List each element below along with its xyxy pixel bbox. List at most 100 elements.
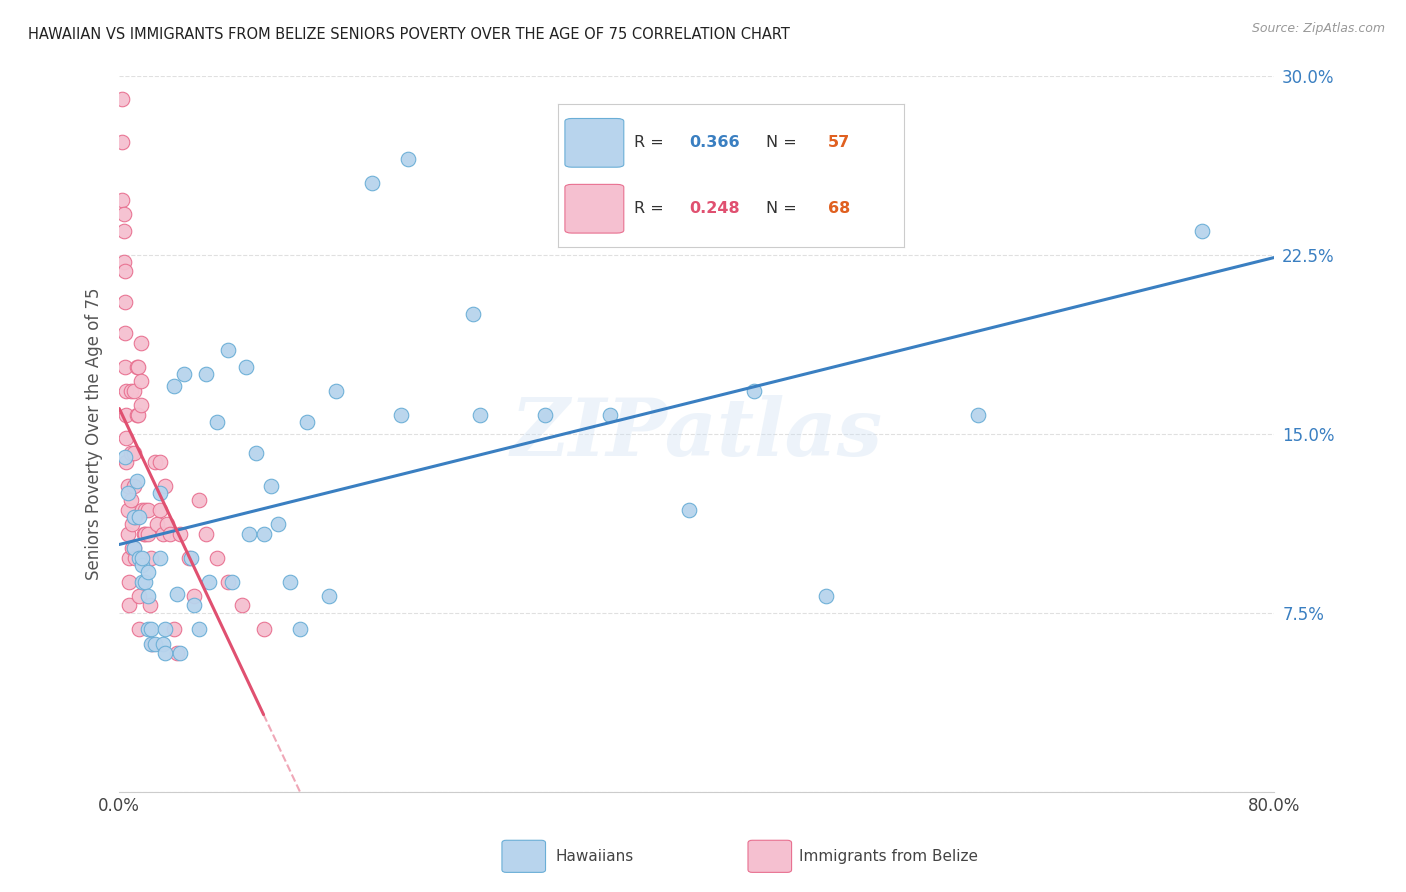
Point	[115, 431, 138, 445]
Point	[152, 527, 174, 541]
Point	[159, 527, 181, 541]
Point	[111, 136, 134, 150]
Text: HAWAIIAN VS IMMIGRANTS FROM BELIZE SENIORS POVERTY OVER THE AGE OF 75 CORRELATIO: HAWAIIAN VS IMMIGRANTS FROM BELIZE SENIO…	[28, 27, 790, 42]
Point	[207, 550, 229, 565]
Point	[139, 637, 162, 651]
Point	[125, 359, 148, 374]
Point	[136, 527, 159, 541]
Point	[389, 408, 412, 422]
Point	[194, 527, 217, 541]
Point	[221, 574, 243, 589]
Point	[149, 455, 172, 469]
Point	[967, 408, 990, 422]
Point	[112, 224, 135, 238]
Point	[122, 510, 145, 524]
Point	[114, 450, 136, 465]
Point	[235, 359, 257, 374]
Point	[146, 517, 169, 532]
Point	[134, 574, 156, 589]
Point	[136, 589, 159, 603]
Point	[120, 493, 142, 508]
Point	[114, 295, 136, 310]
Point	[325, 384, 347, 398]
Point	[197, 574, 219, 589]
Point	[131, 574, 153, 589]
Point	[461, 307, 484, 321]
Point	[134, 527, 156, 541]
Point	[115, 384, 138, 398]
Point	[117, 486, 139, 500]
Point	[149, 550, 172, 565]
Point	[468, 408, 491, 422]
Point	[134, 503, 156, 517]
Point	[122, 384, 145, 398]
Point	[231, 599, 253, 613]
Point	[125, 408, 148, 422]
Point	[118, 574, 141, 589]
Point	[128, 623, 150, 637]
Text: Immigrants from Belize: Immigrants from Belize	[799, 849, 977, 863]
Point	[678, 503, 700, 517]
Point	[318, 589, 340, 603]
Point	[143, 455, 166, 469]
Point	[295, 415, 318, 429]
Point	[118, 550, 141, 565]
Point	[163, 379, 186, 393]
Point	[122, 446, 145, 460]
Point	[169, 527, 191, 541]
Point	[187, 493, 209, 508]
Point	[141, 637, 163, 651]
Point	[152, 637, 174, 651]
Point	[122, 541, 145, 556]
Point	[169, 646, 191, 660]
Point	[155, 646, 177, 660]
Point	[131, 550, 153, 565]
Point	[252, 527, 274, 541]
Point	[207, 415, 229, 429]
Point	[128, 510, 150, 524]
Point	[815, 589, 838, 603]
Point	[149, 503, 172, 517]
Text: ZIPatlas: ZIPatlas	[510, 395, 883, 473]
Point	[136, 565, 159, 579]
Point	[217, 343, 239, 357]
Point	[149, 486, 172, 500]
Point	[125, 475, 148, 489]
Point	[127, 359, 149, 374]
Point	[128, 589, 150, 603]
Point	[120, 384, 142, 398]
Point	[217, 574, 239, 589]
Point	[183, 589, 205, 603]
Point	[156, 517, 179, 532]
Point	[260, 479, 283, 493]
Y-axis label: Seniors Poverty Over the Age of 75: Seniors Poverty Over the Age of 75	[86, 287, 103, 580]
Point	[124, 510, 146, 524]
Point	[112, 254, 135, 268]
Point	[245, 446, 267, 460]
Point	[187, 623, 209, 637]
Point	[166, 586, 188, 600]
Text: Hawaiians: Hawaiians	[555, 849, 634, 863]
Point	[194, 367, 217, 381]
Point	[1191, 224, 1213, 238]
Point	[117, 503, 139, 517]
Point	[166, 646, 188, 660]
Point	[122, 479, 145, 493]
Point	[742, 384, 765, 398]
Point	[136, 503, 159, 517]
Point	[155, 623, 177, 637]
Point	[129, 398, 152, 412]
Point	[136, 623, 159, 637]
Point	[173, 367, 195, 381]
Point	[177, 550, 200, 565]
Point	[127, 408, 149, 422]
Point	[129, 335, 152, 350]
Point	[120, 446, 142, 460]
Point	[288, 623, 311, 637]
Point	[183, 599, 205, 613]
Text: Source: ZipAtlas.com: Source: ZipAtlas.com	[1251, 22, 1385, 36]
Point	[278, 574, 301, 589]
Point	[131, 558, 153, 572]
Point	[139, 623, 162, 637]
Point	[534, 408, 557, 422]
